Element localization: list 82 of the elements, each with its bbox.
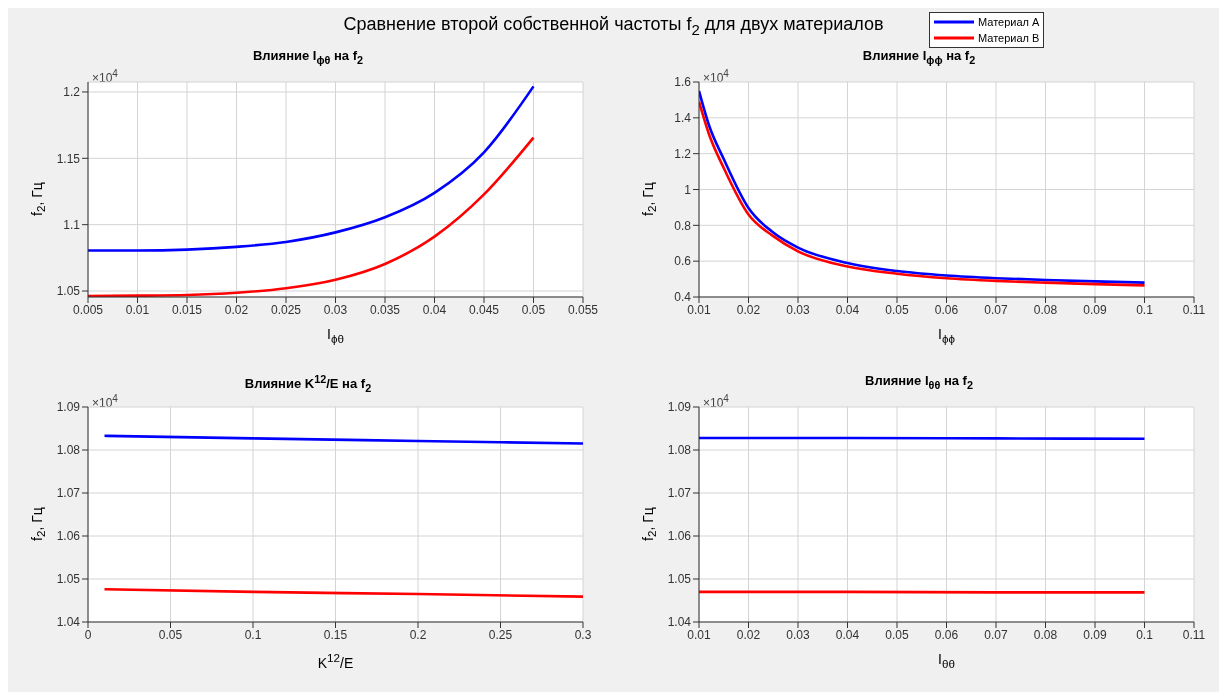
- x-tick-label: 0.06: [934, 627, 959, 642]
- x-tick-label: 0.015: [171, 302, 203, 317]
- y-tick-label: 1.08: [667, 443, 692, 458]
- y-tick-label: 1.1: [63, 217, 81, 232]
- x-tick-label: 0.03: [323, 302, 348, 317]
- x-tick-label: 0.07: [984, 302, 1008, 317]
- y-tick-label: 1.07: [667, 486, 692, 501]
- x-tick-label: 0.02: [736, 302, 761, 317]
- x-tick-label: 0.01: [687, 627, 711, 642]
- legend-label: Материал B: [978, 32, 1040, 44]
- x-tick-label: 0.07: [984, 627, 1008, 642]
- x-tick-label: 0.02: [224, 302, 249, 317]
- x-tick-label: 0.08: [1033, 627, 1058, 642]
- y-tick-label: 1.08: [56, 443, 81, 458]
- legend-label: Материал A: [978, 16, 1040, 28]
- y-tick-label: 0.4: [674, 290, 692, 305]
- x-tick-label: 0.03: [786, 627, 810, 642]
- x-tick-label: 0.1: [244, 627, 262, 642]
- x-tick-label: 0.04: [835, 302, 860, 317]
- y-tick-label: 1.06: [667, 529, 692, 544]
- x-tick-label: 0: [84, 627, 92, 642]
- y-tick-label: 1.04: [667, 615, 692, 630]
- x-tick-label: 0.01: [687, 302, 711, 317]
- y-tick-label: 1.2: [63, 85, 81, 100]
- x-tick-label: 0.035: [369, 302, 401, 317]
- x-tick-label: 0.045: [468, 302, 500, 317]
- x-tick-label: 0.25: [488, 627, 513, 642]
- x-tick-label: 0.2: [409, 627, 427, 642]
- x-tick-label: 0.03: [786, 302, 810, 317]
- annotation: ×10$^{4}$: [92, 68, 118, 85]
- x-tick-label: 0.025: [270, 302, 302, 317]
- chart-title: Влияние I$_{θθ}$ на f$_{2}$: [865, 373, 973, 391]
- y-tick-label: 1.06: [56, 529, 81, 544]
- x-tick-label: 0.3: [574, 627, 592, 642]
- x-tick-label: 0.09: [1083, 627, 1107, 642]
- y-tick-label: 1.4: [674, 111, 692, 126]
- y-tick-label: 1.05: [56, 572, 81, 587]
- x-axis-title: I$_{ϕϕ}$: [938, 326, 955, 345]
- x-tick-label: 0.055: [567, 302, 599, 317]
- x-tick-label: 0.005: [72, 302, 104, 317]
- y-tick-label: 1.05: [667, 572, 692, 587]
- line-series: [103, 588, 583, 598]
- chart-title: Сравнение второй собственной частоты f$_{2}$ для двух материалов: [343, 14, 884, 38]
- y-tick-label: 1.09: [56, 400, 81, 415]
- annotation: ×10$^{4}$: [92, 393, 118, 410]
- x-tick-label: 0.04: [422, 302, 447, 317]
- y-tick-label: 1.09: [667, 400, 692, 415]
- x-axis-title: I$_{θθ}$: [938, 651, 955, 670]
- x-tick-label: 0.05: [521, 302, 546, 317]
- x-tick-label: 0.05: [158, 627, 183, 642]
- annotation: ×10$^{4}$: [703, 393, 729, 410]
- y-tick-label: 0.6: [674, 254, 692, 269]
- annotation: ×10$^{4}$: [703, 68, 729, 85]
- chart-title: Влияние K$^{12}$/E на f$_{2}$: [244, 373, 372, 394]
- x-tick-label: 0.09: [1083, 302, 1107, 317]
- x-tick-label: 0.1: [1136, 627, 1154, 642]
- x-axis-title: K$^{12}$/E: [317, 651, 354, 671]
- chart-title: Влияние I$_{ϕϕ}$ на f$_{2}$: [862, 48, 976, 66]
- x-tick-label: 0.1: [1136, 302, 1154, 317]
- y-tick-label: 1: [684, 182, 692, 197]
- x-tick-label: 0.01: [125, 302, 150, 317]
- x-tick-label: 0.05: [885, 627, 909, 642]
- x-tick-label: 0.08: [1033, 302, 1058, 317]
- chart-subtitle: Влияние I$_{ϕθ}$ на f$_{2}$: [252, 48, 364, 66]
- line-series: [88, 136, 535, 297]
- y-tick-label: 1.07: [56, 486, 81, 501]
- y-tick-label: 1.15: [56, 151, 81, 166]
- x-tick-label: 0.11: [1182, 627, 1206, 642]
- x-tick-label: 0.05: [885, 302, 909, 317]
- y-tick-label: 1.6: [674, 75, 692, 90]
- x-tick-label: 0.15: [323, 627, 348, 642]
- line-series: [88, 85, 535, 252]
- x-tick-label: 0.06: [934, 302, 959, 317]
- x-tick-label: 0.04: [835, 627, 860, 642]
- y-tick-label: 0.8: [674, 218, 692, 233]
- y-tick-label: 1.04: [56, 615, 81, 630]
- line-series: [103, 434, 583, 445]
- y-tick-label: 1.05: [56, 284, 81, 299]
- x-axis-title: I$_{ϕθ}$: [327, 326, 344, 345]
- y-tick-label: 1.2: [674, 146, 692, 161]
- x-tick-label: 0.11: [1182, 302, 1206, 317]
- x-tick-label: 0.02: [736, 627, 761, 642]
